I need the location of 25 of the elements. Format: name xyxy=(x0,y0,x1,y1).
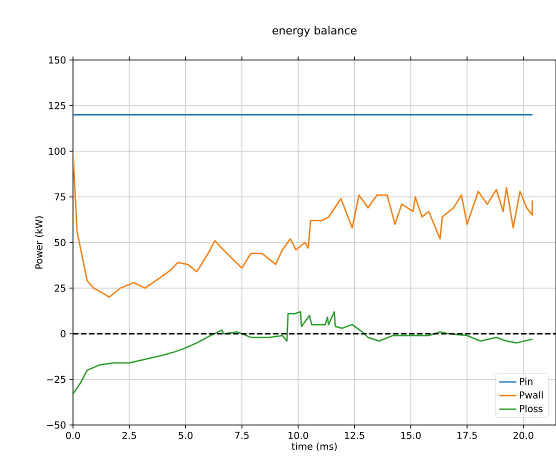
x-tick-label: 5.0 xyxy=(178,432,193,440)
x-tick-label: 2.5 xyxy=(122,432,136,440)
y-tick-label: 25 xyxy=(54,284,66,292)
x-tick-label: 15.0 xyxy=(401,432,421,440)
y-tick-label: 150 xyxy=(49,56,66,64)
y-tick-label: 75 xyxy=(54,193,66,200)
legend-label: Pin xyxy=(520,378,532,385)
x-tick-label: 0.0 xyxy=(66,432,80,440)
y-tick-label: 125 xyxy=(49,102,66,110)
y-tick-label: 0 xyxy=(60,330,66,338)
legend-label: Pwall xyxy=(520,391,543,399)
x-axis-title: time (ms) xyxy=(292,442,337,452)
y-tick-label: 100 xyxy=(49,148,66,155)
y-tick-label: −25 xyxy=(47,376,66,383)
line-series xyxy=(73,150,534,298)
legend-label: Ploss xyxy=(520,404,543,412)
y-axis-title: Power (kW) xyxy=(35,216,44,269)
x-tick-label: 20.0 xyxy=(513,432,534,440)
x-tick-label: 12.5 xyxy=(344,432,364,440)
y-tick-label: −50 xyxy=(47,421,66,429)
chart-title: energy balance xyxy=(272,26,356,37)
x-tick-label: 17.5 xyxy=(458,432,477,439)
x-tick-label: 10.0 xyxy=(288,432,308,440)
y-tick-label: 50 xyxy=(54,238,66,246)
x-tick-label: 7.5 xyxy=(235,432,249,439)
